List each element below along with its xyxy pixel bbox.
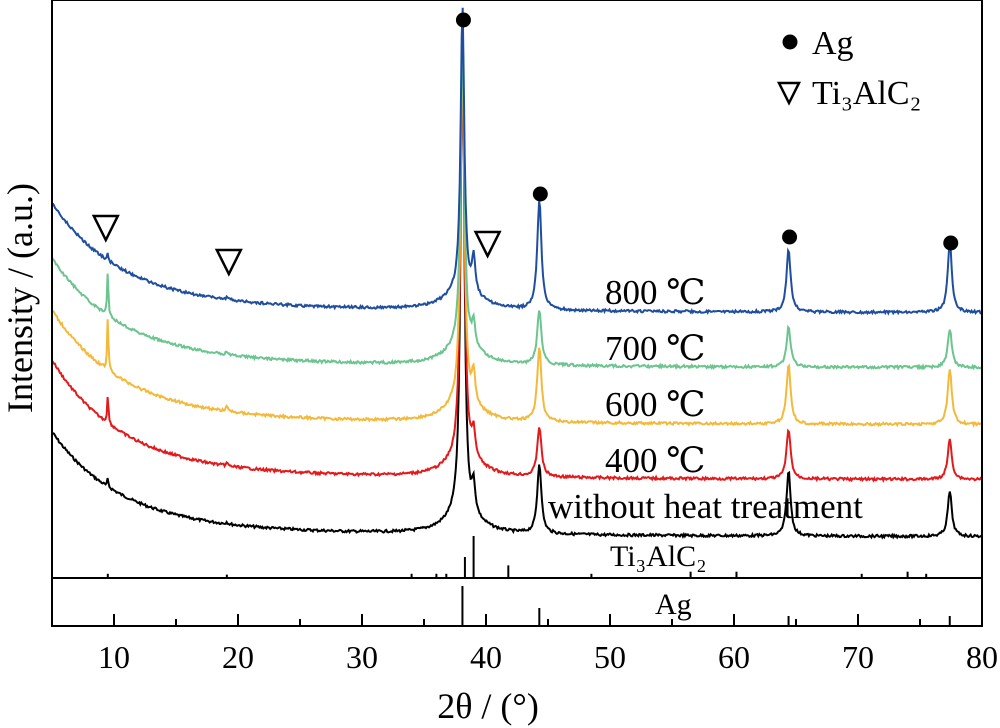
curve-label-600: 600 ℃ bbox=[605, 385, 705, 424]
series-line bbox=[51, 26, 982, 428]
series-line bbox=[51, 27, 983, 371]
x-tick-label: 10 bbox=[98, 639, 130, 675]
ag-peak-marker bbox=[532, 186, 548, 202]
curve-label-800: 800 ℃ bbox=[605, 273, 705, 312]
ag-peak-marker bbox=[782, 229, 798, 245]
series-line bbox=[51, 17, 983, 484]
curve-label-400: 400 ℃ bbox=[605, 441, 705, 480]
ag-peak-marker bbox=[455, 12, 471, 28]
series-line bbox=[51, 7, 982, 316]
curve-label-700: 700 ℃ bbox=[605, 329, 705, 368]
peak-markers bbox=[91, 12, 959, 277]
plot-frame bbox=[51, 0, 983, 627]
x-tick-label: 50 bbox=[594, 639, 626, 675]
x-tick-label: 20 bbox=[222, 639, 254, 675]
ti3alc2-peak-marker bbox=[91, 214, 120, 243]
ag-peak-marker bbox=[943, 235, 959, 251]
legend-ti3alc2-marker bbox=[776, 81, 802, 106]
x-tick-label: 80 bbox=[966, 639, 998, 675]
x-tick-label: 60 bbox=[718, 639, 750, 675]
reference-patterns bbox=[106, 536, 951, 626]
legend-ag-label: Ag bbox=[812, 25, 854, 62]
legend-ag-marker bbox=[782, 34, 798, 50]
ti3alc2-peak-marker bbox=[473, 230, 502, 259]
legend-ti3alc2-label: Ti₃AlC₂ bbox=[812, 75, 921, 112]
ref-label-ag: Ag bbox=[655, 588, 692, 621]
ref-label-ti3alc2: Ti₃AlC₂ bbox=[610, 540, 707, 573]
legend: Ag Ti₃AlC₂ bbox=[776, 25, 921, 112]
x-tick-label: 70 bbox=[842, 639, 874, 675]
x-ticks: 10 20 30 40 50 60 70 80 bbox=[51, 614, 998, 675]
y-axis-title: Intensity / (a.u.) bbox=[0, 183, 40, 413]
series-line bbox=[51, 13, 983, 540]
x-axis-title: 2θ / (°) bbox=[437, 686, 539, 726]
curve-label-untreated: without heat treatment bbox=[548, 487, 863, 526]
curves-layer bbox=[51, 7, 983, 540]
ti3alc2-peak-marker bbox=[214, 248, 243, 277]
x-tick-label: 30 bbox=[346, 639, 378, 675]
x-tick-label: 40 bbox=[470, 639, 502, 675]
